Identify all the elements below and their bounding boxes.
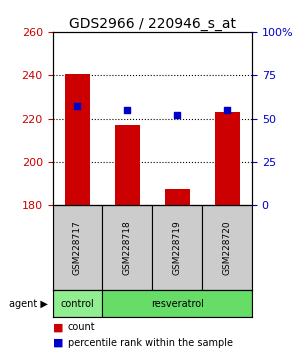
Text: percentile rank within the sample: percentile rank within the sample bbox=[68, 338, 232, 348]
Bar bbox=[115, 125, 140, 205]
Text: count: count bbox=[68, 322, 95, 332]
Bar bbox=[52, 205, 102, 290]
Text: GSM228719: GSM228719 bbox=[173, 221, 182, 275]
Bar bbox=[152, 205, 202, 290]
Text: control: control bbox=[61, 298, 94, 309]
Text: ■: ■ bbox=[52, 322, 63, 332]
Bar bbox=[102, 205, 152, 290]
Text: GSM228720: GSM228720 bbox=[223, 221, 232, 275]
Bar bbox=[214, 112, 239, 205]
Text: GSM228717: GSM228717 bbox=[73, 221, 82, 275]
Bar bbox=[102, 290, 252, 317]
Point bbox=[175, 112, 180, 118]
Point bbox=[75, 104, 80, 109]
Point bbox=[225, 107, 230, 113]
Text: GSM228718: GSM228718 bbox=[123, 221, 132, 275]
Bar bbox=[65, 74, 90, 205]
Text: agent ▶: agent ▶ bbox=[9, 298, 47, 309]
Point bbox=[125, 107, 130, 113]
Bar bbox=[202, 205, 252, 290]
Title: GDS2966 / 220946_s_at: GDS2966 / 220946_s_at bbox=[69, 17, 236, 31]
Bar bbox=[52, 290, 102, 317]
Text: ■: ■ bbox=[52, 338, 63, 348]
Bar bbox=[165, 189, 190, 205]
Text: resveratrol: resveratrol bbox=[151, 298, 204, 309]
